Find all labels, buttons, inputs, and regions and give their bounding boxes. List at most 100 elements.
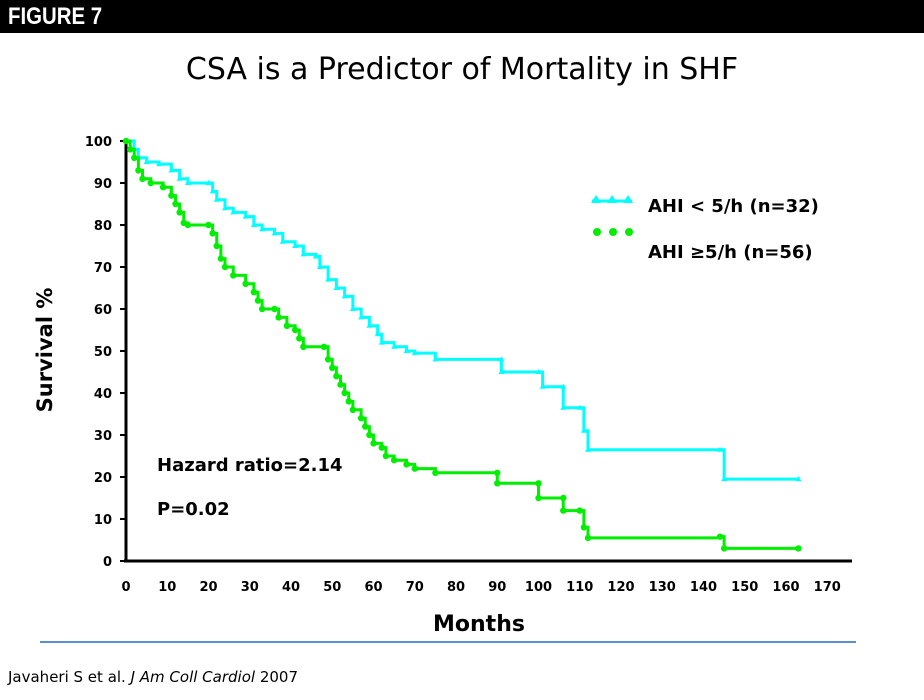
data-point — [316, 264, 323, 269]
data-point — [337, 381, 344, 388]
data-point — [209, 230, 216, 237]
citation: Javaheri S et al. J Am Coll Cardiol 2007 — [8, 668, 298, 686]
data-point — [341, 293, 348, 299]
y-tick-label: 30 — [94, 429, 112, 444]
x-tick-label: 40 — [282, 580, 300, 595]
data-point — [176, 209, 183, 216]
legend-marker — [593, 228, 601, 236]
data-point — [366, 322, 373, 328]
data-point — [374, 331, 381, 337]
y-tick-label: 80 — [94, 219, 112, 234]
data-point — [221, 263, 229, 271]
x-axis-label: Months — [433, 612, 525, 637]
data-point — [325, 276, 332, 282]
data-point — [205, 180, 212, 185]
data-point — [213, 196, 220, 202]
x-tick-label: 30 — [241, 580, 259, 595]
data-point — [403, 348, 410, 353]
data-point — [258, 305, 266, 313]
x-tick-label: 90 — [488, 580, 506, 595]
legend-label-0: AHI < 5/h (n=32) — [648, 196, 819, 217]
p-value-annotation: P=0.02 — [157, 499, 230, 520]
data-point — [390, 457, 398, 464]
data-point — [560, 383, 567, 389]
y-tick-label: 90 — [94, 177, 112, 192]
legend-label-1: AHI ≥5/h (n=56) — [648, 242, 813, 263]
y-tick-label: 70 — [94, 261, 112, 276]
data-point — [159, 184, 167, 191]
data-point — [333, 285, 340, 290]
data-point — [333, 373, 340, 380]
data-point — [172, 200, 179, 208]
data-point — [217, 255, 225, 262]
data-point — [576, 507, 583, 514]
data-point — [168, 167, 175, 173]
data-point — [230, 272, 237, 279]
data-point — [576, 404, 583, 410]
data-point — [300, 343, 307, 350]
data-point — [370, 440, 377, 447]
data-point — [584, 534, 592, 542]
data-point — [585, 446, 591, 452]
data-point — [560, 404, 567, 410]
data-point — [535, 369, 542, 374]
data-point — [283, 322, 291, 329]
data-point — [320, 343, 328, 350]
y-tick-label: 60 — [94, 303, 112, 318]
x-tick-label: 140 — [690, 580, 717, 595]
citation-year: 2007 — [255, 668, 298, 686]
chart-title: CSA is a Predictor of Mortality in SHF — [185, 52, 739, 87]
x-tick-label: 120 — [607, 580, 634, 595]
data-point — [250, 222, 257, 227]
x-tick-label: 100 — [525, 580, 552, 595]
x-tick-label: 110 — [566, 580, 593, 595]
data-point — [498, 356, 505, 362]
data-point — [147, 179, 154, 187]
data-point — [254, 297, 262, 304]
series-line-0 — [126, 139, 799, 481]
data-point — [366, 431, 373, 439]
data-point — [341, 389, 348, 397]
data-point — [296, 335, 303, 342]
data-point — [122, 137, 130, 145]
data-point — [432, 469, 439, 476]
data-point — [242, 213, 249, 219]
x-tick-label: 0 — [121, 580, 130, 595]
hazard-ratio-annotation: Hazard ratio=2.14 — [157, 455, 343, 476]
data-point — [720, 545, 728, 552]
data-point — [721, 476, 728, 482]
y-tick-label: 0 — [103, 555, 112, 570]
legend-marker — [607, 195, 617, 203]
y-tick-label: 10 — [94, 513, 112, 528]
figure-banner: FIGURE 7 — [0, 0, 924, 33]
data-point — [139, 175, 146, 182]
data-point — [378, 339, 385, 345]
data-point — [250, 289, 258, 296]
data-point — [209, 188, 216, 194]
data-point — [143, 159, 150, 164]
data-point — [329, 364, 336, 371]
x-tick-label: 70 — [406, 580, 424, 595]
data-point — [292, 243, 299, 248]
data-point — [580, 524, 588, 531]
data-point — [494, 469, 501, 476]
data-point — [357, 415, 365, 422]
data-point — [432, 356, 439, 362]
data-point — [411, 465, 418, 472]
data-point — [411, 350, 418, 356]
y-tick-label: 50 — [94, 345, 112, 360]
data-point — [259, 226, 266, 232]
data-point — [230, 209, 237, 215]
data-point — [271, 230, 278, 236]
data-point — [349, 306, 356, 311]
data-point — [382, 452, 390, 460]
data-point — [131, 154, 138, 161]
data-point — [560, 507, 567, 514]
y-tick-label: 100 — [85, 135, 112, 150]
x-tick-label: 50 — [323, 580, 341, 595]
data-point — [494, 480, 501, 487]
data-point — [560, 494, 567, 502]
data-point — [717, 446, 723, 452]
data-point — [498, 369, 505, 374]
data-point — [403, 461, 410, 468]
